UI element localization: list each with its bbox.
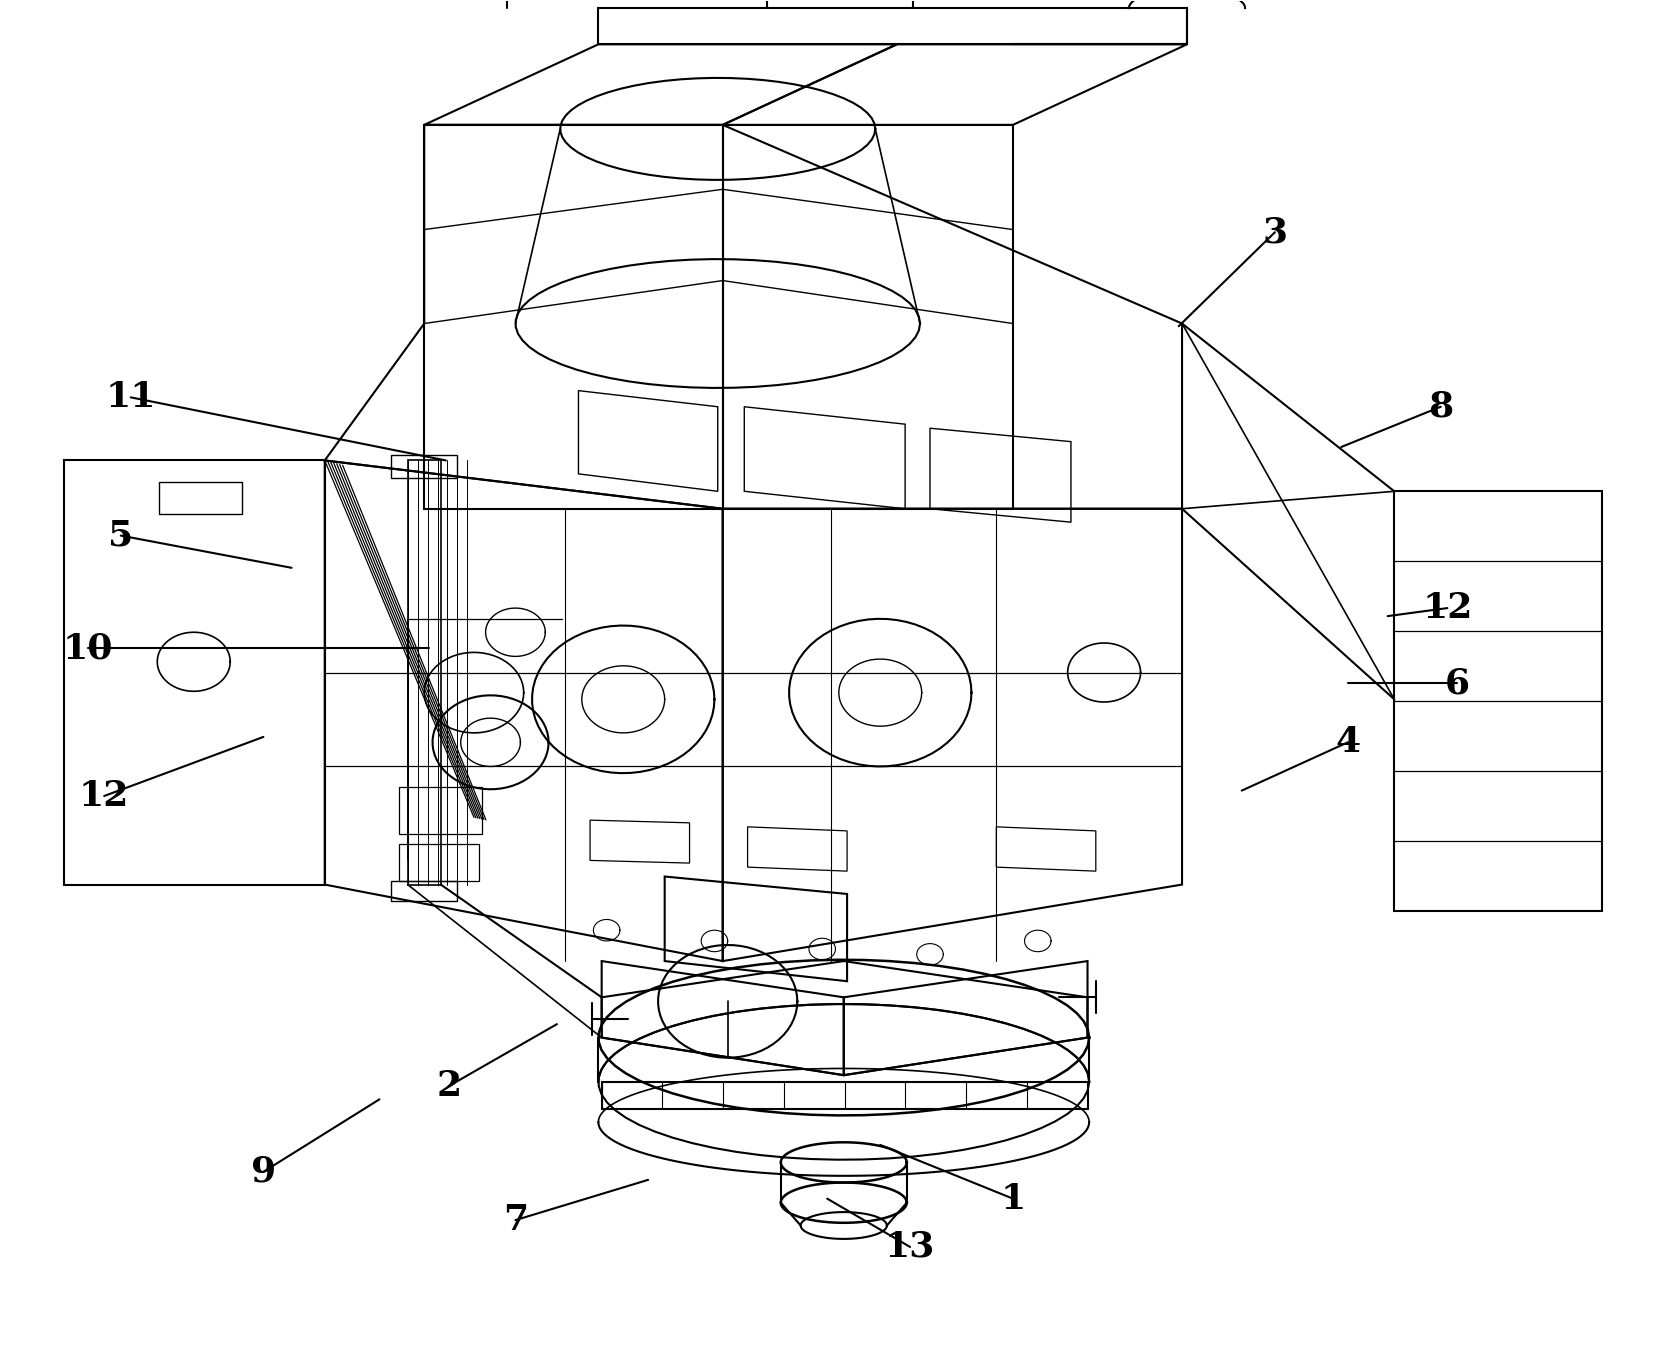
Text: 2: 2 <box>437 1069 462 1103</box>
Text: 10: 10 <box>63 631 113 666</box>
Text: 12: 12 <box>80 779 130 812</box>
Text: 8: 8 <box>1428 390 1453 424</box>
Text: 12: 12 <box>1422 590 1473 625</box>
Text: 7: 7 <box>503 1204 528 1237</box>
Text: 5: 5 <box>108 519 133 553</box>
Text: 9: 9 <box>251 1155 276 1189</box>
Text: 1: 1 <box>1000 1182 1025 1216</box>
Text: 6: 6 <box>1445 666 1470 701</box>
Text: 4: 4 <box>1335 725 1360 760</box>
Text: 11: 11 <box>106 381 156 414</box>
Text: 13: 13 <box>885 1229 935 1264</box>
Text: 3: 3 <box>1262 215 1287 249</box>
